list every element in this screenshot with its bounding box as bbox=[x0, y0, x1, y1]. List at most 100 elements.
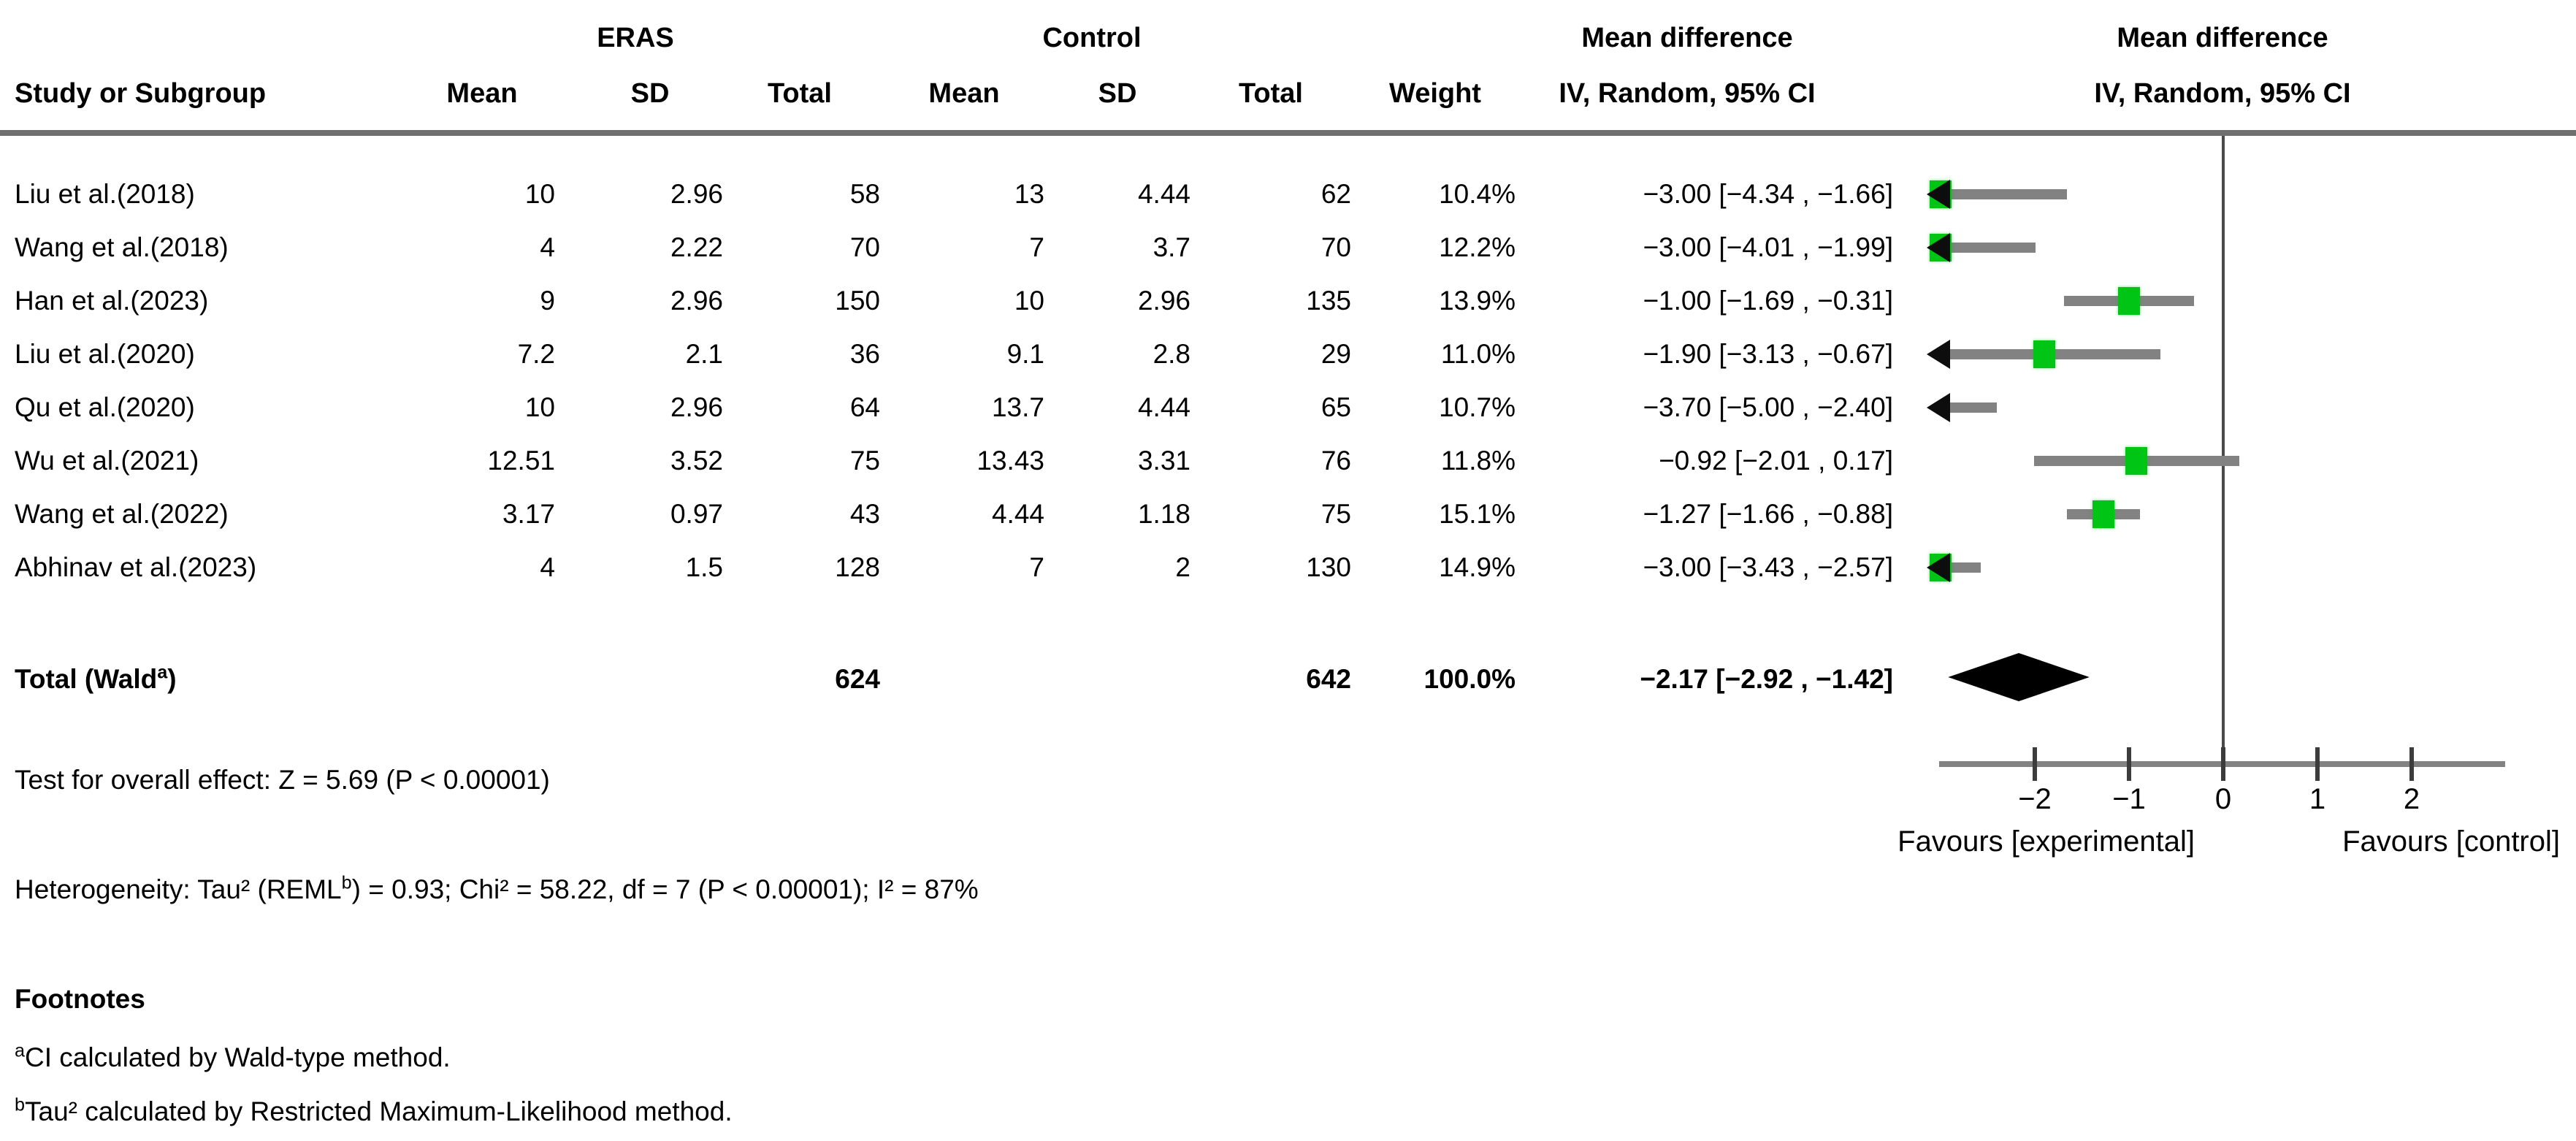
eras-sd-cell: 0.97 bbox=[670, 499, 723, 529]
eras-sd-header: SD bbox=[630, 78, 670, 109]
header-separator-line bbox=[0, 130, 2576, 136]
clipped-arrow-icon bbox=[1927, 180, 1950, 209]
point-estimate-marker bbox=[2118, 287, 2140, 315]
study-name-cell: Wang et al.(2022) bbox=[15, 499, 229, 529]
axis-tick-label: 0 bbox=[2214, 783, 2232, 815]
eras-sd-cell: 3.52 bbox=[670, 446, 723, 476]
eras-total-cell: 75 bbox=[849, 446, 880, 476]
control-sd-cell: 2.96 bbox=[1137, 286, 1190, 316]
clipped-arrow-icon bbox=[1927, 553, 1950, 582]
table-row: Wang et al.(2018) 4 2.22 70 7 3.7 70 12.… bbox=[0, 229, 2576, 267]
control-total-cell: 62 bbox=[1321, 179, 1351, 209]
study-name-cell: Qu et al.(2020) bbox=[15, 392, 195, 422]
eras-group-header: ERAS bbox=[597, 23, 674, 53]
table-row: Wu et al.(2021) 12.51 3.52 75 13.43 3.31… bbox=[0, 442, 2576, 480]
control-sd-cell: 4.44 bbox=[1137, 179, 1190, 209]
control-total-cell: 65 bbox=[1321, 392, 1351, 422]
control-sd-cell: 3.31 bbox=[1137, 446, 1190, 476]
control-total-cell: 70 bbox=[1321, 232, 1351, 262]
axis-tick bbox=[2315, 747, 2320, 781]
eras-total-header: Total bbox=[768, 78, 832, 109]
footnotes-title: Footnotes bbox=[15, 984, 145, 1014]
study-name-cell: Wang et al.(2018) bbox=[15, 232, 229, 262]
weight-cell: 15.1% bbox=[1439, 499, 1516, 529]
control-mean-cell: 10 bbox=[1014, 286, 1044, 316]
control-total-cell: 75 bbox=[1321, 499, 1351, 529]
header-column-row: Study or Subgroup Mean SD Total Mean SD … bbox=[0, 75, 2576, 112]
control-total-cell: 135 bbox=[1306, 286, 1351, 316]
weight-cell: 11.8% bbox=[1440, 446, 1516, 476]
axis-tick bbox=[2221, 747, 2225, 781]
eras-total-cell: 43 bbox=[849, 499, 880, 529]
axis-tick-label: 2 bbox=[2403, 783, 2420, 815]
control-mean-cell: 13.7 bbox=[991, 392, 1044, 422]
table-row: Liu et al.(2020) 7.2 2.1 36 9.1 2.8 29 1… bbox=[0, 335, 2576, 373]
weight-header: Weight bbox=[1389, 78, 1481, 109]
eras-mean-cell: 9 bbox=[540, 286, 555, 316]
clipped-arrow-icon bbox=[1927, 393, 1950, 422]
ci-text-cell: −1.90 [−3.13 , −0.67] bbox=[1643, 339, 1893, 369]
weight-cell: 14.9% bbox=[1439, 552, 1516, 582]
ci-text-cell: −3.00 [−4.34 , −1.66] bbox=[1643, 179, 1893, 209]
eras-total-cell: 36 bbox=[849, 339, 880, 369]
overall-effect-text: Test for overall effect: Z = 5.69 (P < 0… bbox=[15, 765, 550, 795]
axis-tick-label: −2 bbox=[2018, 783, 2052, 815]
eras-mean-header: Mean bbox=[446, 78, 518, 109]
control-total-cell: 76 bbox=[1321, 446, 1351, 476]
eras-mean-cell: 3.17 bbox=[502, 499, 555, 529]
control-mean-cell: 4.44 bbox=[991, 499, 1044, 529]
table-row: Han et al.(2023) 9 2.96 150 10 2.96 135 … bbox=[0, 282, 2576, 320]
ci-method-header-left: IV, Random, 95% CI bbox=[1559, 78, 1816, 109]
control-total-cell: 130 bbox=[1306, 552, 1351, 582]
control-mean-cell: 13.43 bbox=[976, 446, 1044, 476]
heterogeneity-text: Heterogeneity: Tau² (REMLb) = 0.93; Chi²… bbox=[15, 872, 979, 904]
header-group-row: ERAS Control Mean difference Mean differ… bbox=[0, 19, 2576, 57]
total-label: Total (Walda) bbox=[15, 662, 177, 694]
ci-text-cell: −3.00 [−4.01 , −1.99] bbox=[1643, 232, 1893, 262]
control-sd-cell: 4.44 bbox=[1137, 392, 1190, 422]
table-row: Wang et al.(2022) 3.17 0.97 43 4.44 1.18… bbox=[0, 495, 2576, 533]
control-sd-cell: 1.18 bbox=[1137, 499, 1190, 529]
eras-mean-cell: 7.2 bbox=[517, 339, 555, 369]
ci-line bbox=[1947, 562, 1981, 573]
eras-mean-cell: 4 bbox=[540, 232, 555, 262]
ci-text-cell: −3.70 [−5.00 , −2.40] bbox=[1643, 392, 1893, 422]
eras-sd-cell: 2.1 bbox=[685, 339, 723, 369]
eras-mean-cell: 10 bbox=[524, 179, 555, 209]
ci-text-cell: −0.92 [−2.01 , 0.17] bbox=[1659, 446, 1893, 476]
eras-sd-cell: 2.96 bbox=[670, 179, 723, 209]
control-mean-header: Mean bbox=[928, 78, 1000, 109]
weight-cell: 10.4% bbox=[1439, 179, 1516, 209]
control-total-header: Total bbox=[1239, 78, 1303, 109]
footnote-b: bTau² calculated by Restricted Maximum-L… bbox=[15, 1094, 733, 1126]
control-sd-header: SD bbox=[1098, 78, 1137, 109]
eras-mean-cell: 4 bbox=[540, 552, 555, 582]
ci-line bbox=[1947, 189, 2067, 199]
study-name-cell: Wu et al.(2021) bbox=[15, 446, 199, 476]
table-row: Liu et al.(2018) 10 2.96 58 13 4.44 62 1… bbox=[0, 175, 2576, 213]
clipped-arrow-icon bbox=[1927, 340, 1950, 369]
control-sd-cell: 2 bbox=[1175, 552, 1190, 582]
axis-tick-label: 1 bbox=[2309, 783, 2326, 815]
study-name-cell: Liu et al.(2018) bbox=[15, 179, 195, 209]
eras-total-cell: 150 bbox=[835, 286, 880, 316]
footnote-a: aCI calculated by Wald-type method. bbox=[15, 1040, 451, 1072]
ci-method-header-right: IV, Random, 95% CI bbox=[2094, 78, 2351, 109]
eras-total-cell: 58 bbox=[849, 179, 880, 209]
point-estimate-marker bbox=[2033, 340, 2055, 368]
ci-text-cell: −3.00 [−3.43 , −2.57] bbox=[1643, 552, 1893, 582]
control-group-header: Control bbox=[1042, 23, 1142, 53]
table-row: Abhinav et al.(2023) 4 1.5 128 7 2 130 1… bbox=[0, 549, 2576, 587]
ci-line bbox=[1947, 243, 2036, 253]
ci-line bbox=[1947, 402, 1998, 413]
study-name-cell: Abhinav et al.(2023) bbox=[15, 552, 257, 582]
eras-sd-cell: 2.96 bbox=[670, 286, 723, 316]
eras-total-cell: 64 bbox=[849, 392, 880, 422]
axis-tick bbox=[2127, 747, 2131, 781]
axis-tick-label: −1 bbox=[2112, 783, 2146, 815]
zero-reference-line bbox=[2222, 136, 2225, 764]
eras-sd-cell: 2.96 bbox=[670, 392, 723, 422]
study-name-cell: Han et al.(2023) bbox=[15, 286, 209, 316]
md-header-right: Mean difference bbox=[2117, 23, 2328, 53]
